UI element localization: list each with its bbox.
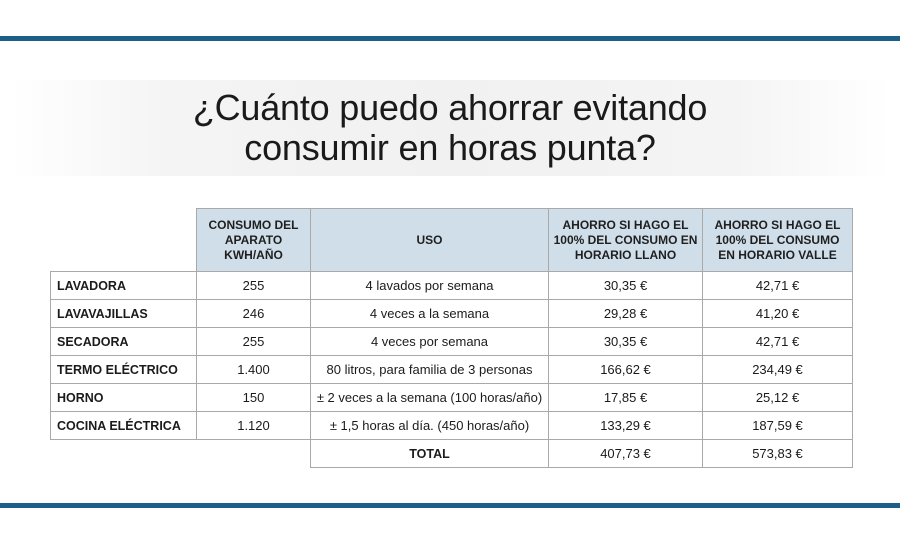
bottom-rule [0, 503, 900, 508]
header-ahorro-llano: AHORRO SI HAGO EL 100% DEL CONSUMO EN HO… [548, 208, 703, 272]
corner-blank-cell [51, 209, 197, 272]
uso-cell: ± 1,5 horas al día. (450 horas/año) [310, 411, 549, 440]
ahorro-llano-cell: 133,29 € [548, 411, 703, 440]
table-row: LAVAVAJILLAS 246 4 veces a la semana 29,… [50, 299, 853, 328]
table-row: SECADORA 255 4 veces por semana 30,35 € … [50, 327, 853, 356]
ahorro-llano-cell: 30,35 € [548, 327, 703, 356]
uso-cell: 4 veces por semana [310, 327, 549, 356]
total-valle-cell: 573,83 € [702, 439, 853, 468]
appliance-name: LAVADORA [50, 271, 197, 300]
title-band [10, 80, 890, 176]
ahorro-valle-cell: 25,12 € [702, 383, 853, 412]
header-row: CONSUMO DEL APARATO KWH/AÑO USO AHORRO S… [51, 208, 853, 272]
ahorro-llano-cell: 30,35 € [548, 271, 703, 300]
title-line-2: consumir en horas punta? [244, 127, 656, 168]
table-row: LAVADORA 255 4 lavados por semana 30,35 … [50, 271, 853, 300]
title-line-1: ¿Cuánto puedo ahorrar evitando [192, 87, 708, 128]
consumo-cell: 150 [196, 383, 311, 412]
ahorro-valle-cell: 42,71 € [702, 327, 853, 356]
table-row: COCINA ELÉCTRICA 1.120 ± 1,5 horas al dí… [50, 411, 853, 440]
uso-cell: ± 2 veces a la semana (100 horas/año) [310, 383, 549, 412]
total-label: TOTAL [310, 439, 549, 468]
ahorro-llano-cell: 17,85 € [548, 383, 703, 412]
appliance-name: HORNO [50, 383, 197, 412]
ahorro-valle-cell: 187,59 € [702, 411, 853, 440]
ahorro-valle-cell: 42,71 € [702, 271, 853, 300]
header-consumo: CONSUMO DEL APARATO KWH/AÑO [196, 208, 311, 272]
ahorro-llano-cell: 29,28 € [548, 299, 703, 328]
ahorro-llano-cell: 166,62 € [548, 355, 703, 384]
appliance-name: TERMO ELÉCTRICO [50, 355, 197, 384]
ahorro-valle-cell: 41,20 € [702, 299, 853, 328]
appliance-name: COCINA ELÉCTRICA [50, 411, 197, 440]
header-ahorro-valle: AHORRO SI HAGO EL 100% DEL CONSUMO EN HO… [702, 208, 853, 272]
blank-cell [197, 440, 311, 468]
consumo-cell: 1.400 [196, 355, 311, 384]
uso-cell: 4 veces a la semana [310, 299, 549, 328]
top-rule [0, 36, 900, 41]
appliance-name: SECADORA [50, 327, 197, 356]
savings-table: CONSUMO DEL APARATO KWH/AÑO USO AHORRO S… [50, 208, 853, 468]
header-uso: USO [310, 208, 549, 272]
uso-cell: 80 litros, para familia de 3 personas [310, 355, 549, 384]
blank-cell [51, 440, 197, 468]
table-row: TERMO ELÉCTRICO 1.400 80 litros, para fa… [50, 355, 853, 384]
total-llano-cell: 407,73 € [548, 439, 703, 468]
uso-cell: 4 lavados por semana [310, 271, 549, 300]
table-row: HORNO 150 ± 2 veces a la semana (100 hor… [50, 383, 853, 412]
ahorro-valle-cell: 234,49 € [702, 355, 853, 384]
total-row: TOTAL 407,73 € 573,83 € [51, 439, 853, 468]
consumo-cell: 255 [196, 327, 311, 356]
consumo-cell: 255 [196, 271, 311, 300]
consumo-cell: 1.120 [196, 411, 311, 440]
consumo-cell: 246 [196, 299, 311, 328]
page-title: ¿Cuánto puedo ahorrar evitando consumir … [0, 88, 900, 168]
appliance-name: LAVAVAJILLAS [50, 299, 197, 328]
